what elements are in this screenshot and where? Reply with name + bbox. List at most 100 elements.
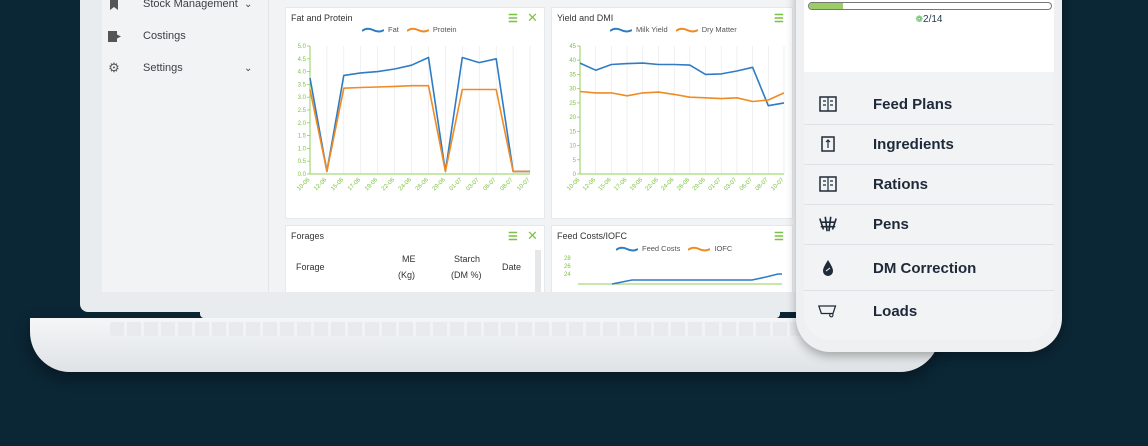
x-tick-label: 10-06 xyxy=(566,177,582,193)
chart-legend: Feed Costs IOFC xyxy=(616,244,732,253)
x-tick-label: 26-06 xyxy=(415,177,431,193)
progress-text: 2/14 xyxy=(923,14,943,25)
stock-icon xyxy=(107,0,121,11)
series-line-dry-matter xyxy=(579,90,785,103)
y-tick-label: 45 xyxy=(569,44,576,50)
panel-title: Fat and Protein xyxy=(291,13,353,23)
x-tick-label: 10-06 xyxy=(296,177,312,193)
y-tick-label: 10 xyxy=(569,144,576,150)
x-tick-label: 22-06 xyxy=(381,177,397,193)
y-tick-label: 35 xyxy=(569,72,576,78)
x-tick-label: 03-07 xyxy=(466,177,482,193)
column-header-me[interactable]: ME xyxy=(402,254,416,264)
y-tick-label: 0.5 xyxy=(298,159,307,165)
y-tick-label: 40 xyxy=(569,58,576,64)
dm-correction-icon xyxy=(818,258,838,278)
sidebar-item-settings[interactable]: ⚙ Settings ⌄ xyxy=(102,58,268,78)
menu-item-label: Feed Plans xyxy=(873,95,953,113)
sidebar-item-stock-management[interactable]: Stock Management ⌄ xyxy=(102,0,268,14)
x-tick-label: 03-07 xyxy=(723,177,739,193)
laptop-hinge xyxy=(200,308,780,318)
fat-protein-chart: 0.0 0.5 1.0 1.5 2.0 2.5 3.0 3.5 4.0 4.5 5.0 10-06 12… xyxy=(296,44,532,193)
close-icon[interactable]: ✕ xyxy=(527,10,538,25)
x-tick-label: 10-07 xyxy=(770,177,786,193)
yield-dmi-chart: 0 5 10 15 20 25 30 35 40 45 10-06 12-06 15-06 17-06 19… xyxy=(566,44,786,193)
y-tick-label: 5 xyxy=(573,158,577,164)
sidebar-item-costings[interactable]: Costings xyxy=(102,26,268,46)
forages-panel: Forages ☰ ✕ Forage ME (Kg) Starch (DM %)… xyxy=(286,226,544,292)
column-header-forage[interactable]: Forage xyxy=(296,262,325,272)
y-tick-label: 3.5 xyxy=(298,82,307,88)
x-tick-label: 10-07 xyxy=(516,177,532,193)
y-tick-label: 0 xyxy=(573,172,577,178)
progress-card: ❁2/14 xyxy=(804,0,1054,72)
chart-legend: Fat Protein xyxy=(362,25,457,34)
tick-label: 28 xyxy=(564,256,571,262)
panel-title: Forages xyxy=(291,231,325,241)
y-tick-label: 0.0 xyxy=(298,172,307,178)
x-tick-label: 12-06 xyxy=(313,177,329,193)
feed-plans-icon xyxy=(818,94,838,114)
menu-item-label: Ingredients xyxy=(873,135,954,153)
x-tick-label: 17-06 xyxy=(347,177,363,193)
feed-costs-chart-partial xyxy=(578,273,782,285)
menu-icon[interactable]: ☰ xyxy=(774,231,784,243)
chevron-down-icon[interactable]: ⌄ xyxy=(244,0,253,10)
column-header-me-unit: (Kg) xyxy=(398,270,416,280)
column-header-starch[interactable]: Starch xyxy=(454,254,481,264)
column-header-date[interactable]: Date xyxy=(502,262,522,272)
menu-icon[interactable]: ☰ xyxy=(774,13,784,25)
x-tick-label: 17-06 xyxy=(613,177,629,193)
menu-item-dm-correction[interactable]: DM Correction xyxy=(804,246,1054,291)
y-tick-label: 20 xyxy=(569,115,576,121)
menu-item-label: Pens xyxy=(873,215,909,233)
x-tick-label: 26-06 xyxy=(676,177,692,193)
close-icon[interactable]: ✕ xyxy=(527,228,538,243)
tick-label: 24 xyxy=(564,272,571,278)
progress-bar xyxy=(808,2,1052,10)
phone-screen: ❁2/14 Feed Plans Ingredients Rations Pen… xyxy=(804,0,1054,340)
x-tick-label: 19-06 xyxy=(629,177,645,193)
y-tick-label: 2.5 xyxy=(298,108,307,114)
panel-title: Yield and DMI xyxy=(557,13,614,23)
sidebar: Stock Management ⌄ Costings ⚙ Settings ⌄ xyxy=(102,0,269,292)
legend-milk-yield: Milk Yield xyxy=(636,25,668,34)
menu-item-ingredients[interactable]: Ingredients xyxy=(804,124,1054,165)
costings-icon xyxy=(107,29,121,43)
chevron-down-icon[interactable]: ⌄ xyxy=(244,62,253,74)
y-tick-label: 3.0 xyxy=(298,95,307,101)
menu-icon[interactable]: ☰ xyxy=(508,231,518,243)
chart-legend: Milk Yield Dry Matter xyxy=(610,25,737,34)
progress-fill xyxy=(809,3,843,9)
ingredients-icon xyxy=(818,134,838,154)
x-tick-label: 12-06 xyxy=(582,177,598,193)
sidebar-item-label: Settings xyxy=(143,62,183,74)
rations-icon xyxy=(818,174,838,194)
x-tick-label: 29-06 xyxy=(432,177,448,193)
menu-item-label: Rations xyxy=(873,175,929,193)
legend-iofc: IOFC xyxy=(714,244,733,253)
x-tick-label: 15-06 xyxy=(598,177,614,193)
legend-feed-costs: Feed Costs xyxy=(642,244,681,253)
menu-item-label: DM Correction xyxy=(873,259,977,277)
menu-item-feed-plans[interactable]: Feed Plans xyxy=(804,84,1054,125)
y-tick-label: 30 xyxy=(569,87,576,93)
series-line-fat xyxy=(309,56,530,173)
series-line-milk-yield xyxy=(579,62,785,107)
laptop-keyboard xyxy=(110,322,810,336)
gear-icon: ⚙ xyxy=(108,60,120,75)
y-tick-label: 1.5 xyxy=(298,134,307,140)
legend-fat: Fat xyxy=(388,25,399,34)
y-tick-label: 4.5 xyxy=(298,57,307,63)
menu-item-loads[interactable]: Loads xyxy=(804,290,1054,332)
pens-icon xyxy=(818,214,838,234)
menu-item-pens[interactable]: Pens xyxy=(804,204,1054,245)
menu-item-rations[interactable]: Rations xyxy=(804,164,1054,205)
y-tick-label: 5.0 xyxy=(298,44,307,50)
scrollbar[interactable] xyxy=(535,250,541,292)
legend-protein: Protein xyxy=(432,25,457,34)
menu-icon[interactable]: ☰ xyxy=(508,13,518,25)
x-tick-label: 01-07 xyxy=(449,177,465,193)
series-line-protein xyxy=(309,84,530,173)
x-tick-label: 01-07 xyxy=(708,177,724,193)
